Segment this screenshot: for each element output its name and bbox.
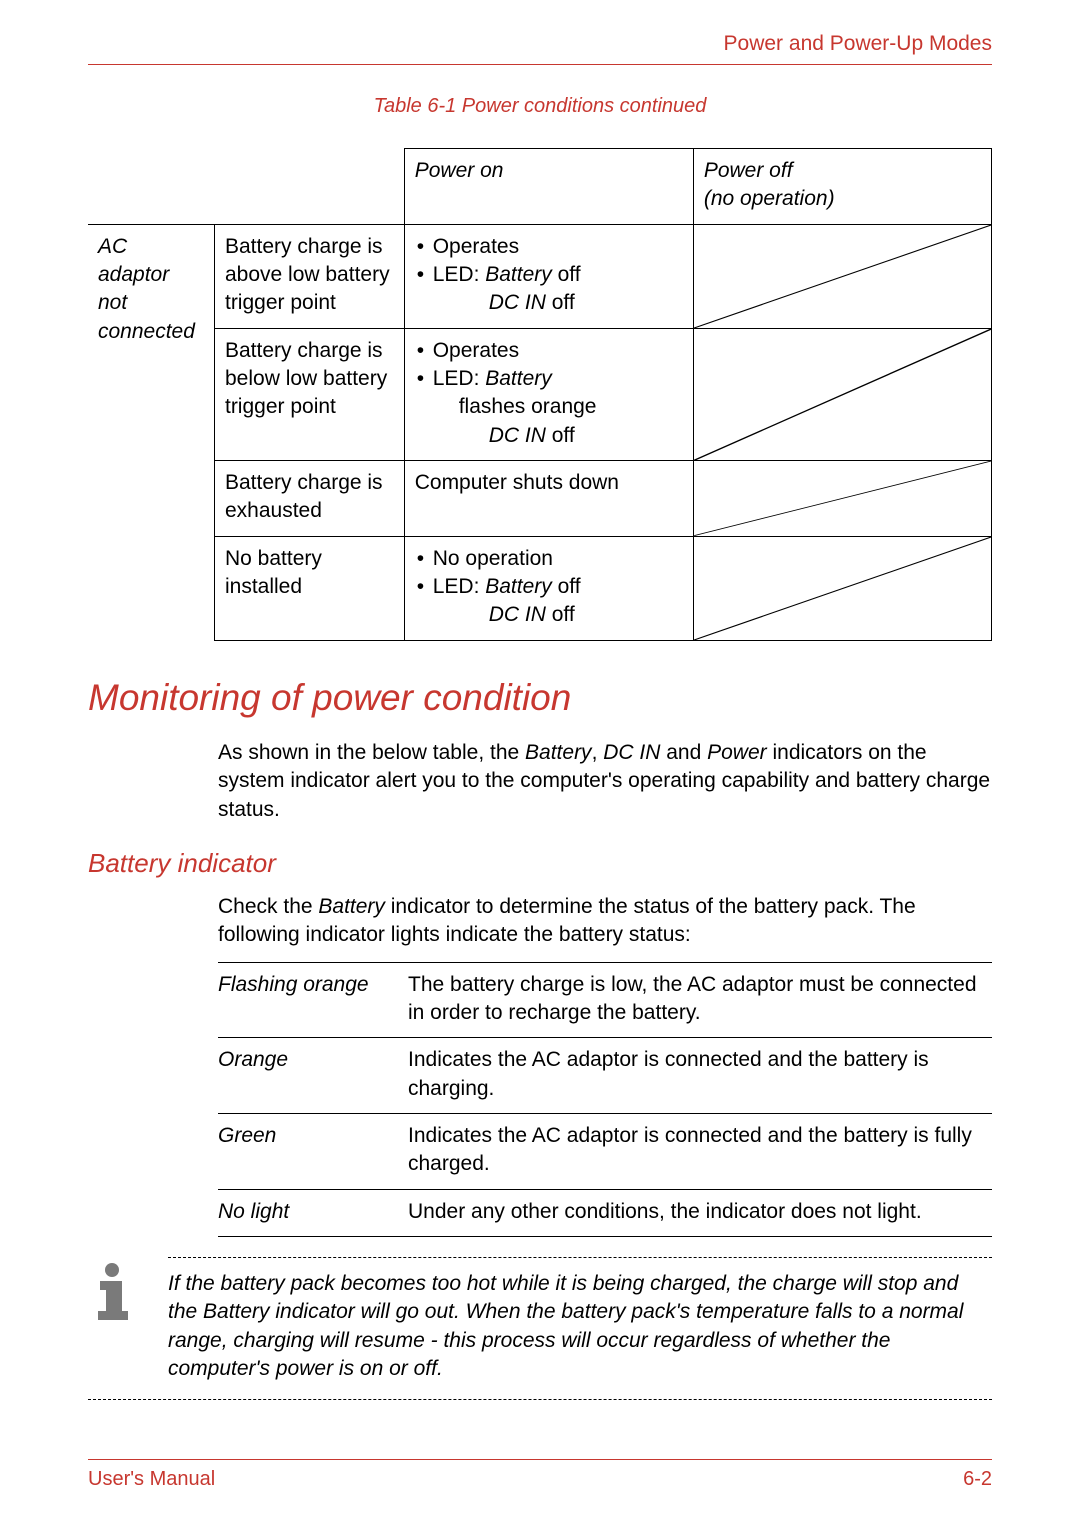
table-row: No light Under any other conditions, the…	[218, 1189, 992, 1236]
battery-indicator-table: Flashing orange The battery charge is lo…	[218, 962, 992, 1237]
header-rule	[88, 64, 992, 65]
power-off-line1: Power off	[704, 159, 793, 182]
info-icon	[88, 1257, 144, 1383]
sub-line: DC IN off	[415, 422, 683, 450]
power-conditions-table: Power on Power off (no operation) AC ada…	[88, 148, 992, 641]
indicator-key: Orange	[218, 1038, 408, 1114]
indicator-key: Flashing orange	[218, 962, 408, 1038]
note-block: If the battery pack becomes too hot whil…	[88, 1257, 992, 1400]
row-label-line: not	[98, 291, 127, 314]
power-off-diag-cell	[693, 328, 991, 460]
diagonal-line-icon	[694, 225, 991, 328]
table-row: Flashing orange The battery charge is lo…	[218, 962, 992, 1038]
table-caption: Table 6-1 Power conditions continued	[88, 95, 992, 118]
empty-header-cell	[88, 149, 404, 225]
header-chapter-title: Power and Power-Up Modes	[88, 0, 992, 56]
row-label-line: connected	[98, 320, 195, 343]
footer-right: 6-2	[963, 1468, 992, 1491]
diagonal-line-icon	[694, 461, 991, 536]
diagonal-line-icon	[694, 537, 991, 640]
table-header-row: Power on Power off (no operation)	[88, 149, 992, 225]
power-on-cell: No operation LED: Battery off DC IN off	[404, 536, 693, 640]
diagonal-line-icon	[694, 329, 991, 460]
row-label-line: adaptor	[98, 263, 169, 286]
col-header-power-on: Power on	[404, 149, 693, 225]
bullet-item: LED: Batteryflashes orange	[415, 365, 683, 422]
power-off-diag-cell	[693, 224, 991, 328]
power-off-diag-cell	[693, 536, 991, 640]
indicator-desc: Indicates the AC adaptor is connected an…	[408, 1038, 992, 1114]
page-footer: User's Manual 6-2	[88, 1459, 992, 1491]
bullet-item: No operation	[415, 545, 683, 573]
table-row: AC adaptor not connected Battery charge …	[88, 224, 992, 328]
indicator-desc: Under any other conditions, the indicato…	[408, 1189, 992, 1236]
bullet-item: Operates	[415, 233, 683, 261]
bullet-item: LED: Battery off	[415, 261, 683, 289]
footer-left: User's Manual	[88, 1468, 215, 1491]
table-row: Battery charge is exhausted Computer shu…	[88, 461, 992, 537]
power-on-cell: Computer shuts down	[404, 461, 693, 537]
sub-line: DC IN off	[415, 601, 683, 629]
bullet-item: LED: Battery off	[415, 573, 683, 601]
table-row: No battery installed No operation LED: B…	[88, 536, 992, 640]
power-on-cell: Operates LED: Batteryflashes orange DC I…	[404, 328, 693, 460]
condition-cell: Battery charge is exhausted	[214, 461, 404, 537]
sub-line: DC IN off	[415, 289, 683, 317]
table-row: Green Indicates the AC adaptor is connec…	[218, 1113, 992, 1189]
row-group-label: AC adaptor not connected	[88, 224, 214, 640]
subsection-paragraph: Check the Battery indicator to determine…	[218, 893, 992, 950]
indicator-desc: Indicates the AC adaptor is connected an…	[408, 1113, 992, 1189]
subsection-heading: Battery indicator	[88, 848, 992, 879]
condition-cell: Battery charge is below low battery trig…	[214, 328, 404, 460]
indicator-desc: The battery charge is low, the AC adapto…	[408, 962, 992, 1038]
power-off-line2: (no operation)	[704, 187, 835, 210]
condition-cell: Battery charge is above low battery trig…	[214, 224, 404, 328]
table-row: Battery charge is below low battery trig…	[88, 328, 992, 460]
table-row: Orange Indicates the AC adaptor is conne…	[218, 1038, 992, 1114]
section-paragraph: As shown in the below table, the Battery…	[218, 739, 992, 824]
condition-cell: No battery installed	[214, 536, 404, 640]
col-header-power-off: Power off (no operation)	[693, 149, 991, 225]
page: Power and Power-Up Modes Table 6-1 Power…	[0, 0, 1080, 1529]
row-label-line: AC	[98, 235, 127, 258]
section-heading: Monitoring of power condition	[88, 677, 992, 719]
indicator-key: Green	[218, 1113, 408, 1189]
note-text: If the battery pack becomes too hot whil…	[168, 1257, 992, 1383]
indicator-key: No light	[218, 1189, 408, 1236]
power-on-cell: Operates LED: Battery off DC IN off	[404, 224, 693, 328]
bullet-item: Operates	[415, 337, 683, 365]
power-off-diag-cell	[693, 461, 991, 537]
